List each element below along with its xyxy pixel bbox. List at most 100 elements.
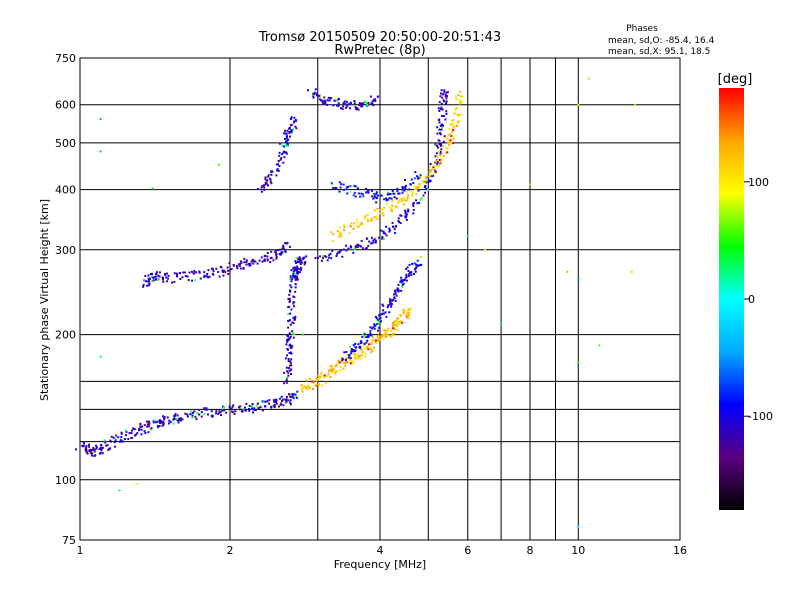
data-point	[293, 393, 296, 396]
data-point	[353, 353, 356, 356]
data-point	[192, 272, 195, 275]
data-point	[360, 345, 363, 348]
data-point	[342, 248, 345, 251]
data-point	[320, 371, 323, 374]
data-point	[289, 312, 292, 315]
data-point	[443, 89, 446, 92]
data-point	[343, 351, 346, 354]
data-point	[194, 279, 197, 282]
data-point	[293, 120, 296, 123]
data-point	[295, 276, 298, 279]
data-point	[412, 273, 415, 276]
data-point	[287, 312, 290, 315]
data-point	[252, 411, 255, 414]
data-point	[219, 411, 222, 414]
data-point	[388, 311, 391, 314]
data-point	[390, 303, 393, 306]
data-point	[285, 380, 288, 383]
data-point	[577, 103, 580, 106]
data-point	[218, 411, 221, 414]
data-point	[88, 443, 91, 446]
data-point	[352, 251, 355, 254]
data-point	[285, 132, 288, 135]
data-point	[267, 175, 270, 178]
data-point	[361, 193, 364, 196]
data-point	[408, 263, 411, 266]
data-point	[362, 334, 365, 337]
data-point	[380, 334, 383, 337]
data-point	[370, 341, 373, 344]
data-point	[263, 255, 266, 258]
data-point	[312, 92, 315, 95]
data-point	[392, 327, 395, 330]
data-point	[369, 347, 372, 350]
data-point	[266, 255, 269, 258]
data-point	[305, 385, 308, 388]
data-point	[256, 262, 259, 265]
data-point	[326, 99, 329, 102]
data-point	[381, 333, 384, 336]
data-point	[338, 98, 341, 101]
data-point	[294, 275, 297, 278]
data-point	[400, 198, 403, 201]
data-point	[100, 449, 103, 452]
data-point	[440, 102, 443, 105]
data-point	[175, 418, 178, 421]
data-point	[341, 359, 344, 362]
data-point	[435, 160, 438, 163]
data-point	[284, 241, 287, 244]
data-point	[163, 416, 166, 419]
data-point	[321, 256, 324, 259]
data-point	[230, 407, 233, 410]
data-point	[343, 361, 346, 364]
y-axis-label: Stationary phase Virtual Height [km]	[38, 199, 51, 401]
data-point	[437, 150, 440, 153]
data-point	[405, 218, 408, 221]
data-point	[400, 279, 403, 282]
data-point	[293, 275, 296, 278]
data-point	[288, 289, 291, 292]
data-point	[389, 209, 392, 212]
data-point	[172, 418, 175, 421]
data-point	[304, 387, 307, 390]
data-point	[343, 100, 346, 103]
data-point	[289, 323, 292, 326]
data-point	[394, 319, 397, 322]
data-point	[438, 128, 441, 131]
data-point	[277, 160, 280, 163]
data-point	[142, 278, 145, 281]
data-point	[89, 452, 92, 455]
data-point	[634, 103, 637, 106]
data-point	[587, 77, 590, 80]
data-point	[287, 360, 290, 363]
data-point	[190, 270, 193, 273]
data-point	[566, 270, 569, 273]
data-point	[232, 404, 235, 407]
data-point	[345, 100, 348, 103]
colorbar-tick-label: 0	[748, 293, 755, 306]
data-point	[239, 267, 242, 270]
data-point	[320, 259, 323, 262]
data-point	[442, 154, 445, 157]
data-point	[397, 323, 400, 326]
data-point	[372, 239, 375, 242]
data-point	[287, 339, 290, 342]
data-point	[438, 101, 441, 104]
data-point	[248, 264, 251, 267]
data-point	[439, 161, 442, 164]
data-point	[440, 143, 443, 146]
data-point	[218, 409, 221, 412]
data-point	[288, 245, 291, 248]
data-point	[420, 197, 423, 200]
data-point	[221, 270, 224, 273]
data-point	[410, 183, 413, 186]
data-point	[133, 434, 136, 437]
data-point	[358, 104, 361, 107]
data-point	[277, 248, 280, 251]
data-point	[392, 324, 395, 327]
data-point	[335, 255, 338, 258]
data-point	[404, 178, 407, 181]
data-point	[366, 190, 369, 193]
data-point	[290, 131, 293, 134]
data-point	[394, 290, 397, 293]
